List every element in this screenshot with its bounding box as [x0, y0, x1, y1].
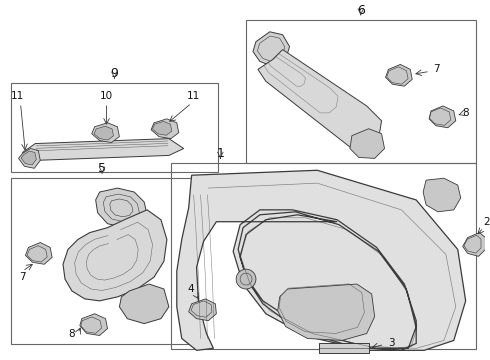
Polygon shape — [19, 149, 40, 168]
Polygon shape — [258, 50, 382, 149]
Polygon shape — [21, 151, 36, 165]
Text: 11: 11 — [11, 91, 24, 101]
Polygon shape — [350, 129, 385, 158]
Text: 7: 7 — [433, 64, 440, 75]
Polygon shape — [429, 106, 456, 128]
Polygon shape — [25, 243, 52, 264]
Polygon shape — [463, 233, 486, 256]
Text: 8: 8 — [68, 329, 74, 338]
Polygon shape — [386, 64, 412, 86]
Polygon shape — [96, 188, 147, 228]
Text: 7: 7 — [19, 272, 26, 282]
Bar — [171, 163, 476, 349]
Polygon shape — [151, 119, 179, 139]
Text: 11: 11 — [187, 91, 200, 101]
Text: 1: 1 — [217, 147, 224, 160]
Polygon shape — [94, 126, 114, 140]
Text: 3: 3 — [389, 338, 395, 348]
Polygon shape — [423, 178, 461, 212]
Text: 8: 8 — [463, 108, 469, 118]
Text: 10: 10 — [100, 91, 113, 101]
Polygon shape — [253, 32, 290, 66]
Text: 9: 9 — [111, 67, 119, 80]
Polygon shape — [120, 284, 169, 324]
Bar — [246, 20, 476, 163]
Text: 2: 2 — [484, 217, 490, 227]
Polygon shape — [319, 343, 368, 353]
Polygon shape — [189, 299, 217, 321]
Polygon shape — [152, 121, 172, 135]
Bar — [11, 178, 194, 345]
Text: 4: 4 — [187, 284, 194, 294]
Text: 6: 6 — [357, 4, 365, 17]
Bar — [11, 83, 219, 172]
Polygon shape — [177, 170, 465, 350]
Polygon shape — [80, 314, 107, 336]
Polygon shape — [92, 123, 120, 143]
Circle shape — [236, 269, 256, 289]
Polygon shape — [23, 139, 184, 161]
Polygon shape — [63, 210, 167, 301]
Text: 5: 5 — [98, 162, 106, 175]
Polygon shape — [278, 284, 375, 341]
